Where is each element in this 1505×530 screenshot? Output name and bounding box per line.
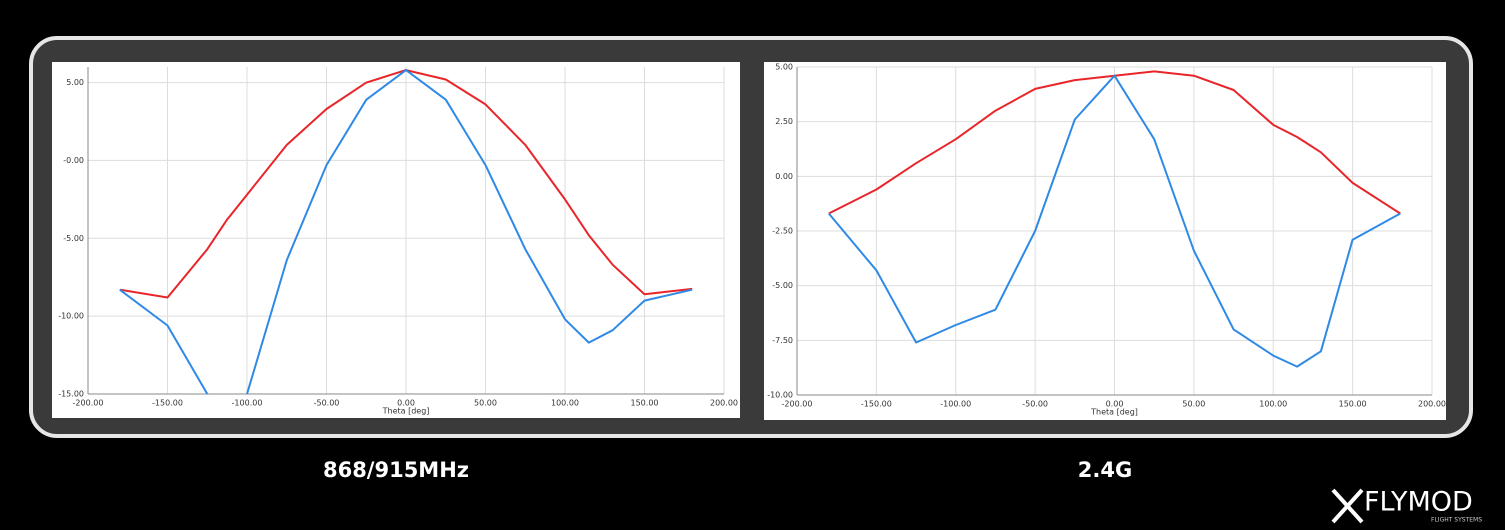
x-tick-label: -50.00 <box>1022 400 1048 409</box>
x-tick-label: 100.00 <box>1259 400 1287 409</box>
x-tick-label: 50.00 <box>474 399 497 408</box>
x-tick-label: 0.00 <box>1106 400 1124 409</box>
x-tick-label: -150.00 <box>861 400 892 409</box>
y-tick-label: -15.00 <box>58 390 84 399</box>
y-tick-label: -5.00 <box>772 281 793 290</box>
x-tick-label: -50.00 <box>314 399 340 408</box>
logo-stroke <box>1331 488 1364 524</box>
y-tick-label: 0.00 <box>775 172 793 181</box>
caption: 2.4G <box>1078 458 1132 482</box>
x-axis-label: Theta [deg] <box>1090 408 1138 417</box>
plot-background <box>52 62 740 418</box>
line-series <box>828 70 1401 215</box>
y-tick-label: 2.50 <box>775 117 793 126</box>
x-tick-label: -200.00 <box>73 399 104 408</box>
y-tick-label: -2.50 <box>772 227 793 236</box>
y-tick-label: -7.50 <box>772 336 793 345</box>
x-tick-label: 0.00 <box>397 399 415 408</box>
x-tick-label: -200.00 <box>782 400 813 409</box>
x-tick-label: 50.00 <box>1182 400 1205 409</box>
y-tick-label: -10.00 <box>58 312 84 321</box>
y-tick-label: -10.00 <box>767 391 793 400</box>
y-tick-label: -0.00 <box>63 156 84 165</box>
logo-text: FLYMOD <box>1364 487 1473 518</box>
line-series <box>828 74 1401 368</box>
caption: 868/915MHz <box>323 458 469 482</box>
y-tick-label: 5.00 <box>775 63 793 72</box>
x-tick-label: 200.00 <box>1418 400 1446 409</box>
logo-subtitle: FLIGHT SYSTEMS <box>1431 517 1482 524</box>
x-axis-label: Theta [deg] <box>382 407 430 416</box>
plot-background <box>764 62 1446 420</box>
y-tick-label: 5.00 <box>66 78 84 87</box>
y-tick-label: -5.00 <box>63 234 84 243</box>
x-tick-label: -150.00 <box>152 399 183 408</box>
x-tick-label: 200.00 <box>710 399 738 408</box>
logo-mark <box>1331 488 1364 524</box>
x-tick-label: 150.00 <box>1339 400 1367 409</box>
x-tick-label: 150.00 <box>631 399 659 408</box>
x-tick-label: -100.00 <box>940 400 971 409</box>
x-tick-label: 100.00 <box>551 399 579 408</box>
x-tick-label: -100.00 <box>232 399 263 408</box>
line-series <box>119 69 693 395</box>
